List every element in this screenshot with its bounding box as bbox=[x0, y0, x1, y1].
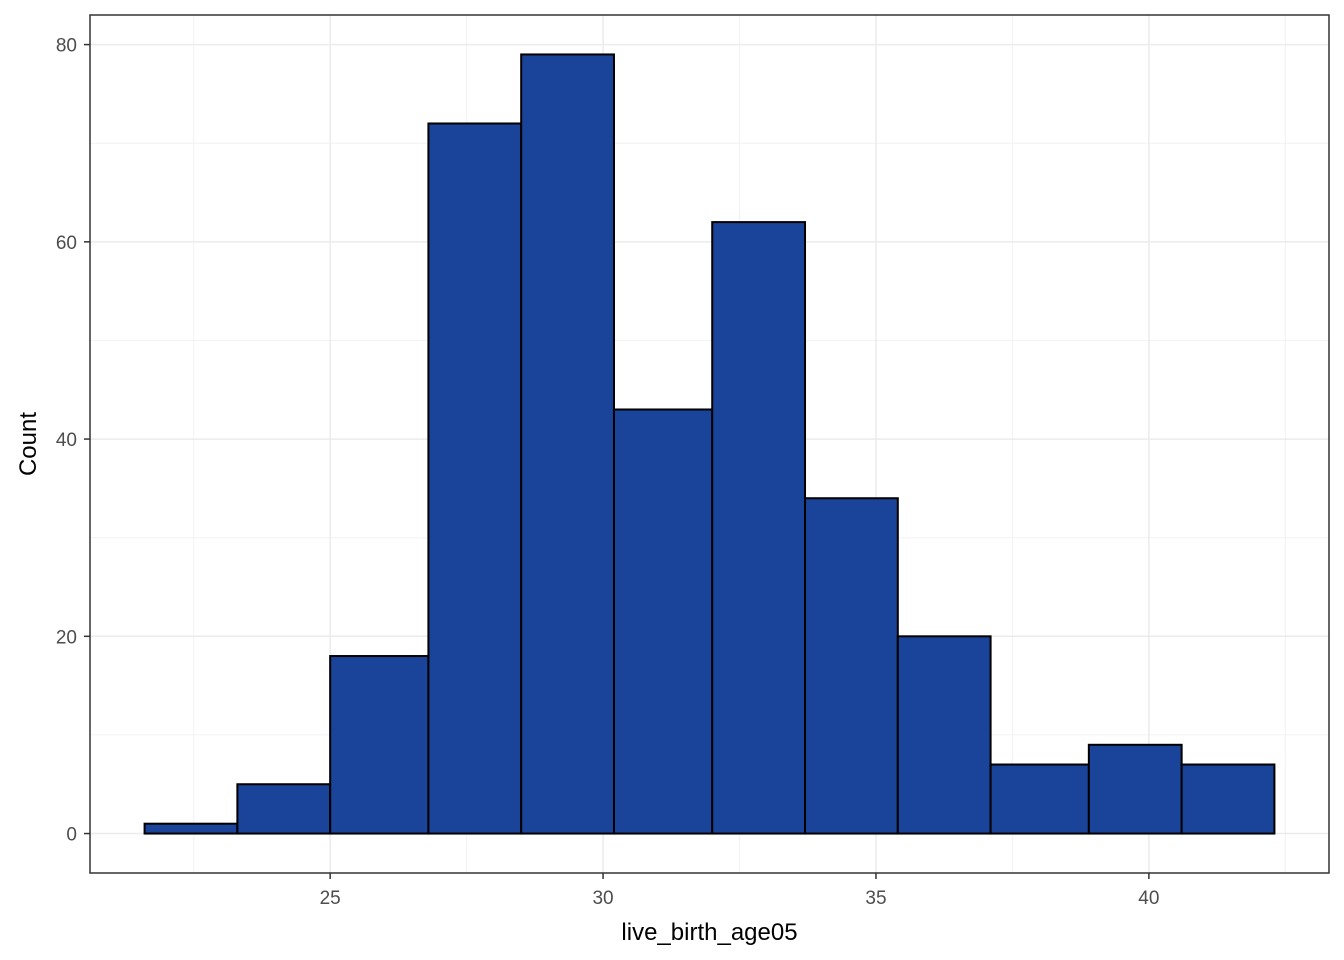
histogram-bars bbox=[143, 53, 1276, 835]
y-tick-label: 80 bbox=[56, 36, 77, 57]
x-tick-label: 30 bbox=[592, 888, 613, 909]
histogram-bar-11 bbox=[1087, 743, 1183, 835]
histogram-bar-4 bbox=[427, 122, 523, 835]
histogram-bar-5 bbox=[520, 53, 615, 835]
histogram-bar-2 bbox=[236, 783, 332, 835]
histogram-bar-9 bbox=[896, 635, 992, 835]
y-tick-label: 60 bbox=[56, 233, 77, 254]
x-axis-title: live_birth_age05 bbox=[621, 919, 797, 946]
histogram-bar-6 bbox=[612, 408, 714, 835]
x-tick-label: 35 bbox=[865, 888, 886, 909]
y-tick-label: 40 bbox=[56, 430, 77, 451]
y-axis-title: Count bbox=[15, 412, 42, 476]
y-axis: 0 20 40 60 80 bbox=[56, 36, 90, 846]
y-tick-label: 0 bbox=[66, 825, 77, 846]
x-axis: 25 30 35 40 bbox=[320, 873, 1159, 909]
histogram-bar-3 bbox=[329, 655, 430, 835]
histogram-bar-12 bbox=[1180, 763, 1276, 835]
panel-border bbox=[89, 14, 1330, 874]
x-tick-label: 25 bbox=[320, 888, 341, 909]
y-tick-label: 20 bbox=[56, 627, 77, 648]
histogram-bar-8 bbox=[804, 497, 899, 835]
histogram-bar-1 bbox=[143, 822, 239, 835]
histogram-bar-10 bbox=[989, 763, 1090, 835]
histogram-bar-7 bbox=[711, 221, 807, 835]
x-tick-label: 40 bbox=[1138, 888, 1159, 909]
